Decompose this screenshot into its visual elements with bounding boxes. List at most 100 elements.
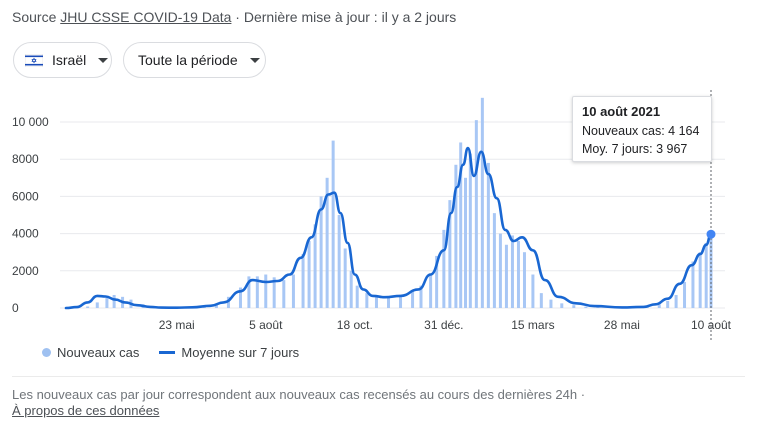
x-tick-label: 10 août [691,318,732,332]
legend-average: Moyenne sur 7 jours [181,345,300,360]
bar-legend-dot-icon [42,348,51,357]
bar [674,294,678,308]
covid-cases-chart[interactable]: 23 mai 5 août 18 oct. 31 déc. 15 mars 28 mai 1… [0,90,757,345]
chevron-down-icon [249,57,260,63]
y-tick-label: 10 000 [12,115,49,129]
bar [657,304,661,308]
bar [255,276,259,308]
bar [331,140,335,308]
bar [325,177,329,308]
bar [691,261,695,308]
period-dropdown[interactable]: Toute la période [123,42,266,78]
bar [86,306,90,308]
y-tick-label: 4000 [12,227,39,241]
bar [698,252,702,308]
bar [95,302,99,308]
bar [411,291,415,308]
bar [474,120,478,308]
bar [480,97,484,308]
bar [319,196,323,308]
bar [510,235,514,308]
period-label: Toute la période [138,52,238,68]
average-line [64,146,713,310]
tooltip-average: Moy. 7 jours: 3 967 [582,142,688,156]
tooltip-date: 10 août 2021 [582,104,661,119]
x-tick-label: 28 mai [604,318,640,332]
bar [504,244,508,308]
chevron-down-icon [98,57,109,63]
bar [704,242,708,308]
x-tick-label: 23 mai [159,318,195,332]
bar [560,303,564,308]
bar [387,296,390,308]
bar [112,294,116,308]
bar [365,293,369,308]
x-tick-label: 15 mars [511,318,554,332]
x-tick-label: 31 déc. [424,318,463,332]
bar [247,276,251,308]
bar [596,307,600,308]
bar [238,287,242,308]
chart-y-axis: 0 2000 4000 6000 8000 10 000 [12,115,49,315]
bar [105,297,109,308]
bar [291,274,295,308]
chart-average-line [64,146,713,310]
bar [272,277,276,308]
about-data-link[interactable]: À propos de ces données [12,403,160,418]
bar [226,296,230,308]
bar [307,241,311,308]
bar [666,300,670,308]
bar [459,142,463,308]
chart-x-axis: 23 mai 5 août 18 oct. 31 déc. 15 mars 28 mai 1… [159,318,732,332]
bar [337,215,341,308]
bar [584,306,588,308]
bar [264,274,268,308]
bar [355,285,359,308]
bar [282,280,286,308]
y-tick-label: 0 [12,301,19,315]
y-tick-label: 6000 [12,189,39,203]
country-dropdown[interactable]: Israël [13,42,112,78]
bar [549,299,553,308]
x-tick-label: 18 oct. [337,318,373,332]
bar [468,153,472,308]
bar [349,270,353,308]
bar [572,305,576,308]
bar [709,230,713,308]
bar [374,295,378,308]
x-tick-label: 5 août [249,318,283,332]
bar [492,213,496,308]
country-label: Israël [52,52,87,68]
last-updated: · Dernière mise à jour : il y a 2 jours [231,9,457,25]
bar [516,241,520,308]
source-line: Source JHU CSSE COVID-19 Data · Dernière… [12,9,456,25]
hover-marker [706,229,716,239]
bar [539,293,543,308]
chart-legend: Nouveaux cas Moyenne sur 7 jours [42,345,299,360]
line-legend-icon [159,351,176,354]
footnote: Les nouveaux cas par jour correspondent … [12,387,586,402]
bar [683,281,687,308]
y-tick-label: 2000 [12,264,39,278]
bar [419,285,423,308]
bar [522,252,526,308]
bar [464,177,468,308]
bar [399,294,403,308]
bar [442,229,446,308]
bar [498,233,502,308]
tooltip-new-cases: Nouveaux cas: 4 164 [582,124,700,138]
divider [12,376,745,377]
bar [486,162,490,308]
y-tick-label: 8000 [12,152,39,166]
source-link[interactable]: JHU CSSE COVID-19 Data [60,9,232,25]
bar [454,164,458,308]
bar [435,255,439,308]
israel-flag-icon [25,53,43,67]
chart-tooltip: 10 août 2021 Nouveaux cas: 4 164 Moy. 7 … [572,96,712,162]
source-prefix: Source [12,9,57,25]
legend-new-cases: Nouveaux cas [57,345,140,360]
bar [531,274,535,308]
bar [343,248,347,308]
bar [301,254,305,308]
bar [214,304,218,308]
